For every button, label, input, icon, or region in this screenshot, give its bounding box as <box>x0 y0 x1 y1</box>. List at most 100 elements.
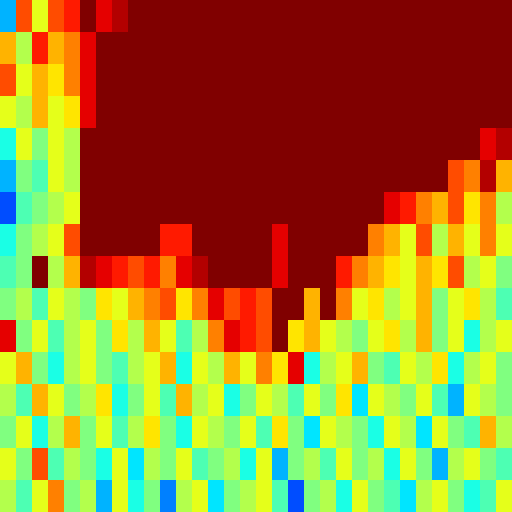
heatmap-cell <box>240 480 257 512</box>
heatmap-cell <box>272 480 289 512</box>
heatmap-cell <box>272 320 289 353</box>
heatmap-cell <box>144 96 161 129</box>
heatmap-cell <box>0 32 17 65</box>
heatmap-cell <box>432 96 449 129</box>
heatmap-cell <box>368 352 385 385</box>
heatmap-cell <box>16 288 33 321</box>
heatmap-cell <box>496 64 512 97</box>
heatmap-cell <box>464 288 481 321</box>
heatmap-cell <box>144 224 161 257</box>
heatmap-cell <box>432 256 449 289</box>
heatmap-cell <box>480 160 497 193</box>
heatmap-cell <box>320 0 337 33</box>
heatmap-cell <box>160 320 177 353</box>
heatmap-cell <box>32 224 49 257</box>
heatmap-cell <box>96 96 113 129</box>
heatmap-cell <box>352 0 369 33</box>
heatmap-cell <box>496 0 512 33</box>
heatmap-cell <box>240 64 257 97</box>
heatmap-cell <box>16 160 33 193</box>
heatmap-cell <box>96 288 113 321</box>
heatmap-cell <box>144 320 161 353</box>
heatmap-cell <box>384 384 401 417</box>
heatmap-cell <box>288 96 305 129</box>
heatmap-cell <box>128 448 145 481</box>
heatmap-cell <box>160 288 177 321</box>
heatmap-cell <box>176 64 193 97</box>
heatmap-cell <box>256 288 273 321</box>
heatmap-cell <box>432 64 449 97</box>
heatmap-cell <box>272 96 289 129</box>
heatmap-cell <box>416 384 433 417</box>
heatmap-cell <box>176 480 193 512</box>
heatmap-cell <box>416 256 433 289</box>
heatmap-cell <box>352 416 369 449</box>
heatmap-cell <box>48 160 65 193</box>
heatmap-cell <box>144 256 161 289</box>
heatmap-cell <box>384 64 401 97</box>
heatmap-cell <box>64 352 81 385</box>
heatmap-cell <box>304 160 321 193</box>
heatmap-cell <box>448 32 465 65</box>
heatmap-cell <box>464 96 481 129</box>
heatmap-cell <box>64 96 81 129</box>
heatmap-cell <box>128 32 145 65</box>
heatmap-cell <box>112 224 129 257</box>
heatmap-cell <box>80 480 97 512</box>
heatmap-cell <box>304 352 321 385</box>
heatmap-cell <box>64 448 81 481</box>
heatmap-cell <box>400 96 417 129</box>
heatmap-cell <box>416 320 433 353</box>
heatmap-cell <box>240 384 257 417</box>
heatmap-cell <box>272 0 289 33</box>
heatmap-cell <box>352 96 369 129</box>
heatmap-cell <box>304 448 321 481</box>
heatmap-cell <box>320 224 337 257</box>
heatmap-cell <box>160 256 177 289</box>
heatmap-cell <box>240 128 257 161</box>
heatmap-cell <box>208 448 225 481</box>
heatmap-cell <box>352 352 369 385</box>
heatmap-cell <box>64 128 81 161</box>
heatmap-cell <box>288 384 305 417</box>
heatmap-cell <box>416 64 433 97</box>
heatmap-cell <box>144 192 161 225</box>
heatmap-cell <box>128 256 145 289</box>
heatmap-cell <box>16 96 33 129</box>
heatmap-cell <box>448 480 465 512</box>
heatmap-cell <box>240 96 257 129</box>
heatmap-cell <box>128 128 145 161</box>
heatmap-cell <box>16 0 33 33</box>
heatmap-cell <box>320 160 337 193</box>
heatmap-cell <box>352 32 369 65</box>
heatmap-cell <box>224 416 241 449</box>
heatmap-cell <box>496 384 512 417</box>
heatmap-cell <box>304 128 321 161</box>
heatmap-cell <box>384 320 401 353</box>
heatmap-cell <box>32 128 49 161</box>
heatmap-cell <box>160 128 177 161</box>
heatmap-cell <box>368 480 385 512</box>
heatmap-cell <box>160 384 177 417</box>
heatmap-cell <box>416 160 433 193</box>
heatmap-cells <box>0 0 512 512</box>
heatmap-cell <box>464 320 481 353</box>
heatmap-cell <box>448 64 465 97</box>
heatmap-cell <box>288 32 305 65</box>
heatmap-cell <box>128 480 145 512</box>
heatmap-cell <box>480 352 497 385</box>
heatmap-cell <box>448 256 465 289</box>
heatmap-cell <box>432 128 449 161</box>
heatmap-cell <box>272 288 289 321</box>
heatmap-cell <box>0 192 17 225</box>
heatmap-cell <box>48 32 65 65</box>
heatmap-cell <box>448 448 465 481</box>
heatmap-cell <box>160 64 177 97</box>
heatmap-cell <box>352 384 369 417</box>
heatmap-cell <box>288 448 305 481</box>
heatmap-cell <box>48 384 65 417</box>
heatmap-cell <box>96 0 113 33</box>
heatmap-cell <box>432 416 449 449</box>
heatmap-cell <box>256 256 273 289</box>
heatmap-cell <box>96 384 113 417</box>
